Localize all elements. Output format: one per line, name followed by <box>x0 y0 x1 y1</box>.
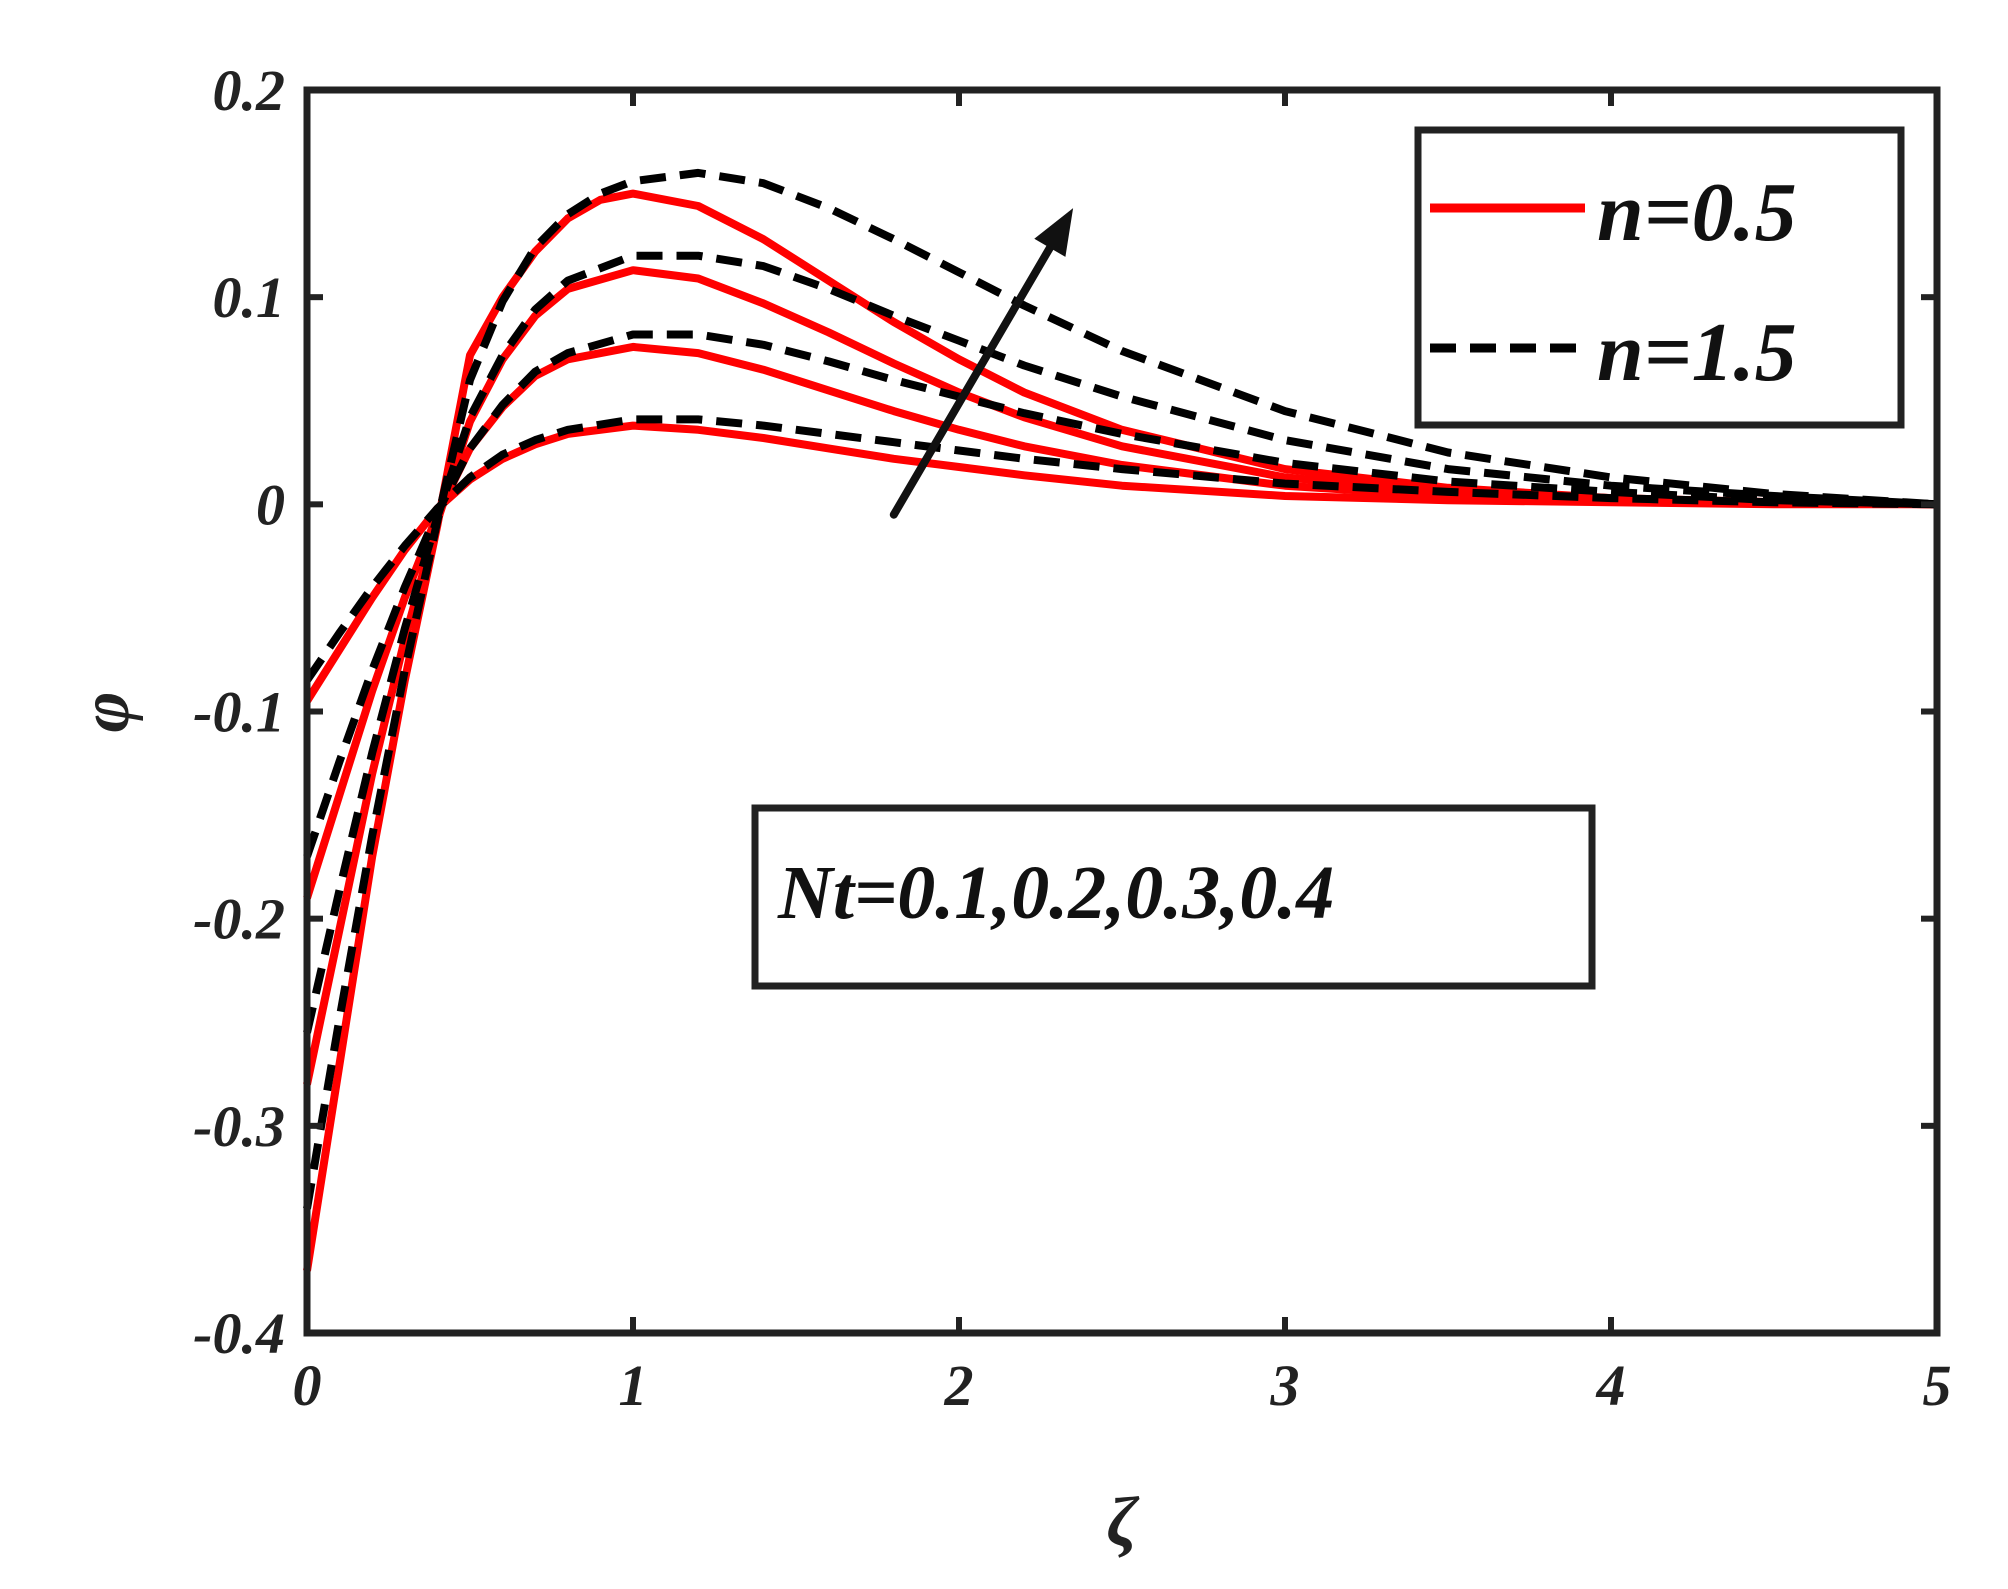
x-tick-label: 0 <box>293 1353 322 1418</box>
y-tick-label: 0.1 <box>213 265 286 330</box>
curves-layer <box>303 168 1938 1272</box>
x-tick-labels: 0 1 2 3 4 5 <box>293 1353 1952 1418</box>
series-line-6 <box>303 330 1938 858</box>
arrow-shaft <box>889 243 1054 519</box>
series-line-5 <box>303 415 1938 683</box>
x-tick-label: 1 <box>619 1353 648 1418</box>
x-tick-label: 5 <box>1923 1353 1952 1418</box>
y-tick-label: -0.1 <box>193 680 285 745</box>
legend-box <box>1414 126 1905 429</box>
x-axis-title: ζ <box>1107 1484 1140 1561</box>
annotation: Nt=0.1,0.2,0.3,0.4 <box>751 804 1596 990</box>
series-line-7 <box>303 251 1938 1034</box>
ticks-layer <box>304 87 1940 1336</box>
legend-label-n05: n=0.5 <box>1597 166 1797 259</box>
y-tick-label: -0.2 <box>193 887 285 952</box>
series-line-1 <box>303 421 1937 704</box>
series-line-8 <box>303 168 1938 1210</box>
x-tick-label: 3 <box>1270 1353 1300 1418</box>
y-tick-label: -0.3 <box>193 1094 285 1159</box>
x-tick-label: 4 <box>1596 1353 1626 1418</box>
legend-label-n15: n=1.5 <box>1597 306 1797 399</box>
annotation-box <box>751 804 1596 990</box>
x-tick-label: 2 <box>944 1353 974 1418</box>
arrow-head <box>1034 208 1074 257</box>
y-tick-label: 0.2 <box>213 58 286 123</box>
annotation-text: Nt=0.1,0.2,0.3,0.4 <box>777 851 1334 935</box>
legend: n=0.5 n=1.5 <box>1414 126 1905 429</box>
y-tick-label: -0.4 <box>193 1301 285 1366</box>
y-tick-label: 0 <box>256 472 285 537</box>
y-axis-title: φ <box>67 692 144 733</box>
y-tick-labels: 0.2 0.1 0 -0.1 -0.2 -0.3 -0.4 <box>193 58 285 1366</box>
trend-arrow <box>889 208 1074 519</box>
